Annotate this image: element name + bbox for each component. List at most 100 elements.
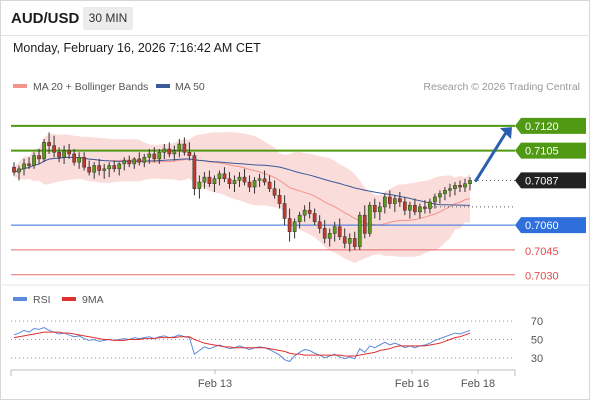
candle-body <box>22 163 26 170</box>
legend-swatch-ma50 <box>156 84 170 88</box>
candle-body <box>52 145 56 153</box>
rsi-tick-label: 30 <box>531 353 543 365</box>
rsi-9ma-line <box>13 331 471 357</box>
candle-body <box>157 152 162 160</box>
rsi-tick-label: 50 <box>531 335 543 347</box>
candle-body <box>132 158 137 165</box>
candle-body <box>297 214 302 223</box>
candle-body <box>272 188 277 196</box>
candle-body <box>102 168 107 171</box>
candle-body <box>57 152 61 158</box>
candle-body <box>327 233 332 239</box>
candle-body <box>222 173 227 180</box>
candle-body <box>453 185 457 189</box>
candle-body <box>377 206 382 213</box>
candle-body <box>142 157 147 163</box>
candle-body <box>212 178 217 184</box>
symbol-title: AUD/USD <box>11 10 80 27</box>
candle-body <box>137 158 142 163</box>
candle-body <box>207 176 212 184</box>
candle-body <box>152 153 157 160</box>
candle-body <box>252 180 257 188</box>
level-tag <box>515 217 586 234</box>
chart-header: AUD/USD 30 MIN <box>0 0 590 36</box>
candle-body <box>262 178 267 183</box>
candle-body <box>428 201 432 209</box>
candle-body <box>97 165 102 171</box>
candle-body <box>92 165 97 173</box>
candle-body <box>147 153 152 158</box>
candle-body <box>12 166 16 173</box>
time-axis-label: Feb 13 <box>198 378 232 390</box>
rsi-pane: 70 50 30 <box>11 316 543 365</box>
legend-swatch-9ma <box>62 297 76 301</box>
price-legend: MA 20 + Bollinger Bands MA 50 Research ©… <box>13 81 580 93</box>
candle-body <box>117 163 122 170</box>
candle-body <box>397 198 402 203</box>
candle-body <box>372 204 377 213</box>
candle-body <box>127 160 132 165</box>
rsi-line <box>13 327 471 363</box>
candle-body <box>232 180 237 184</box>
candle-body <box>438 193 442 198</box>
candle-body <box>367 204 372 234</box>
level-label: 0.7105 <box>525 146 559 158</box>
candle-body <box>357 214 362 247</box>
candle-body <box>42 142 46 160</box>
candle-body <box>197 181 202 189</box>
candle-body <box>463 183 467 188</box>
time-axis-label: Feb 16 <box>395 378 429 390</box>
candle-body <box>237 176 242 181</box>
candle-body <box>468 180 472 184</box>
level-label: 0.7120 <box>525 121 559 133</box>
legend-swatch-rsi <box>13 297 27 301</box>
last-price-label: 0.7087 <box>525 175 559 187</box>
candle-body <box>312 213 317 223</box>
ma50-line <box>13 156 471 206</box>
candle-body <box>87 166 92 173</box>
candle-body <box>302 209 307 216</box>
level-label: 0.7045 <box>525 246 559 258</box>
candle-body <box>242 176 247 183</box>
candle-body <box>352 238 357 247</box>
time-axis: Feb 13 Feb 16 Feb 18 <box>198 370 495 390</box>
legend-label-ma20: MA 20 + Bollinger Bands <box>33 81 148 93</box>
candle-body <box>403 201 407 211</box>
candle-body <box>202 176 207 183</box>
candle-body <box>418 206 422 213</box>
candle-body <box>67 150 71 155</box>
candle-body <box>408 204 412 211</box>
candle-body <box>443 190 447 194</box>
candle-body <box>282 203 287 219</box>
price-pane: 0.7120 0.7105 0.7060 0.7045 0.7030 0.7087 <box>11 117 586 283</box>
candle-body <box>382 196 387 208</box>
candle-body <box>82 157 87 168</box>
forecast-arrowhead <box>500 127 512 140</box>
legend-label-ma50: MA 50 <box>175 81 205 93</box>
timeframe-badge[interactable]: 30 MIN <box>83 7 133 30</box>
candle-body <box>182 143 187 153</box>
candle-body <box>217 173 222 180</box>
chart-datetime: Monday, February 16, 2026 7:16:42 AM CET <box>13 41 261 55</box>
candle-body <box>247 181 252 188</box>
candle-body <box>27 163 31 166</box>
candle-body <box>458 185 462 188</box>
candle-body <box>32 155 36 166</box>
candle-body <box>433 196 437 203</box>
candle-body <box>307 209 312 214</box>
candle-body <box>72 153 76 163</box>
candle-body <box>267 181 272 189</box>
bollinger-band <box>14 132 470 264</box>
candle-body <box>192 155 197 189</box>
candle-body <box>337 226 342 237</box>
candle-body <box>47 142 51 146</box>
level-label: 0.7060 <box>525 220 559 232</box>
level-tag <box>515 142 586 159</box>
candle-body <box>292 221 297 232</box>
level-label: 0.7030 <box>525 271 559 283</box>
candle-body <box>37 155 41 160</box>
candle-body <box>107 165 112 170</box>
candle-body <box>392 198 397 204</box>
candle-body <box>162 148 167 153</box>
